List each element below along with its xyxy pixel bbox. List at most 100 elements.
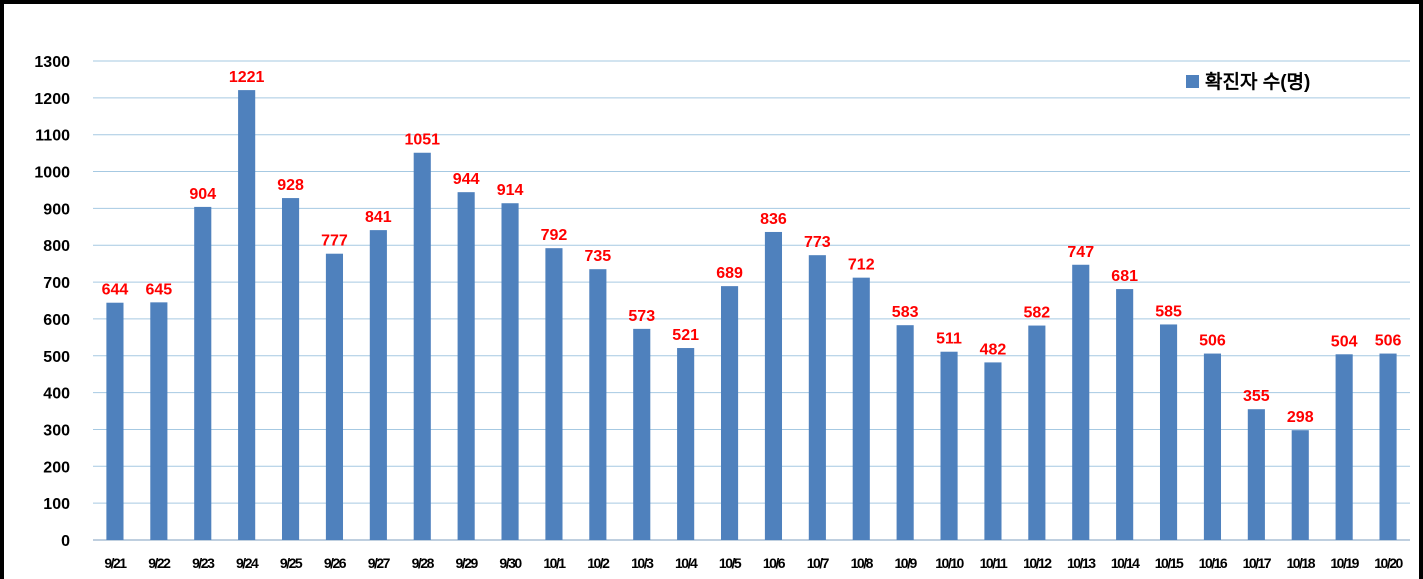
data-label: 511 (936, 331, 962, 348)
data-label: 585 (1155, 303, 1182, 320)
x-tick-label: 10/9 (895, 555, 918, 571)
bar (677, 348, 695, 540)
bar (369, 230, 387, 540)
data-label: 298 (1287, 409, 1314, 426)
y-tick-label: 200 (43, 459, 70, 476)
data-labels: 644 645 904 1221 928 777 841 1051 944 914 792 735 57… (102, 69, 1402, 426)
legend-label: 확진자 수(명) (1205, 70, 1310, 93)
bar (194, 206, 212, 540)
bar (852, 277, 870, 540)
data-label: 645 (145, 281, 172, 298)
data-label: 355 (1243, 388, 1270, 405)
data-label: 506 (1199, 333, 1226, 350)
y-tick-label: 500 (43, 349, 70, 366)
x-tick-label: 10/10 (935, 555, 964, 571)
bar (896, 325, 914, 540)
data-label: 841 (365, 209, 392, 226)
data-label: 573 (628, 308, 655, 325)
gridlines (93, 60, 1410, 541)
bar (1203, 353, 1222, 540)
y-tick-label: 1200 (34, 91, 70, 108)
x-tick-label: 9/25 (280, 555, 303, 571)
x-tick-label: 10/5 (719, 555, 742, 571)
data-label: 928 (277, 177, 304, 194)
data-label: 582 (1023, 305, 1050, 322)
x-tick-label: 10/16 (1199, 555, 1228, 571)
x-tick-label: 9/26 (324, 555, 347, 571)
y-tick-label: 600 (43, 312, 70, 329)
data-label: 944 (453, 171, 480, 188)
data-label: 773 (804, 234, 831, 251)
x-tick-label: 10/15 (1155, 555, 1184, 571)
bar (106, 302, 124, 540)
x-tick-label: 9/30 (499, 555, 522, 571)
data-label: 1051 (404, 132, 440, 149)
y-tick-label: 1100 (35, 128, 70, 145)
data-label: 1221 (229, 69, 265, 86)
bar (150, 302, 168, 540)
x-tick-label: 10/8 (851, 555, 874, 571)
x-tick-label: 10/13 (1067, 555, 1096, 571)
data-label: 506 (1375, 333, 1402, 350)
x-tick-label: 10/11 (980, 555, 1008, 571)
bar (545, 248, 563, 540)
bar (764, 231, 783, 540)
data-label: 914 (497, 182, 524, 199)
bar (281, 198, 300, 540)
y-tick-label: 0 (61, 533, 70, 550)
x-tick-label: 9/22 (148, 555, 171, 571)
legend: 확진자 수(명) (1186, 70, 1310, 93)
x-tick-label: 10/7 (807, 555, 830, 571)
x-tick-label: 10/4 (675, 555, 698, 571)
bar (1335, 354, 1353, 540)
y-tick-label: 1300 (34, 54, 70, 71)
y-tick-label: 1000 (34, 165, 70, 182)
bar (325, 253, 344, 540)
x-tick-label: 10/19 (1330, 555, 1359, 571)
y-tick-label: 700 (43, 275, 70, 292)
bar (808, 255, 826, 540)
bar (984, 362, 1002, 540)
x-tick-label: 9/29 (456, 555, 479, 571)
data-label: 583 (892, 304, 919, 321)
bar (238, 90, 256, 540)
x-tick-label: 10/6 (763, 555, 786, 571)
y-tick-label: 800 (43, 238, 70, 255)
x-tick-label: 9/24 (236, 555, 259, 571)
data-label: 504 (1331, 333, 1358, 350)
bar (501, 203, 519, 541)
data-label: 681 (1111, 268, 1138, 285)
bar (1247, 409, 1265, 540)
data-label: 904 (189, 186, 216, 203)
data-label: 777 (321, 233, 348, 250)
bar (1028, 325, 1046, 540)
bar (1379, 353, 1397, 540)
x-tick-label: 9/28 (412, 555, 435, 571)
bars (106, 90, 1397, 541)
x-tick-label: 10/12 (1023, 555, 1052, 571)
data-label: 644 (102, 282, 129, 299)
x-tick-label: 10/18 (1286, 555, 1315, 571)
data-label: 735 (584, 248, 611, 265)
bar (1291, 430, 1309, 540)
data-label: 482 (980, 341, 1007, 358)
x-tick-label: 9/27 (368, 555, 391, 571)
y-axis-ticks: 0 100 200 300 400 500 600 700 800 900 1000 1100 1200… (34, 54, 70, 550)
x-tick-label: 10/14 (1111, 555, 1140, 571)
bar (720, 286, 739, 540)
y-tick-label: 300 (43, 422, 70, 439)
bar (1072, 264, 1090, 540)
x-tick-label: 10/20 (1374, 555, 1403, 571)
legend-swatch (1186, 75, 1199, 88)
data-label: 792 (541, 227, 568, 244)
data-label: 689 (716, 265, 743, 282)
x-tick-label: 10/3 (631, 555, 654, 571)
x-tick-label: 10/1 (543, 555, 566, 571)
bar (633, 328, 651, 540)
x-axis-ticks: 9/21 9/22 9/23 9/24 9/25 9/26 9/27 9/28 9/29 9/30… (104, 555, 1405, 571)
bar (940, 351, 958, 540)
bar (589, 269, 607, 540)
x-tick-label: 10/2 (587, 555, 610, 571)
